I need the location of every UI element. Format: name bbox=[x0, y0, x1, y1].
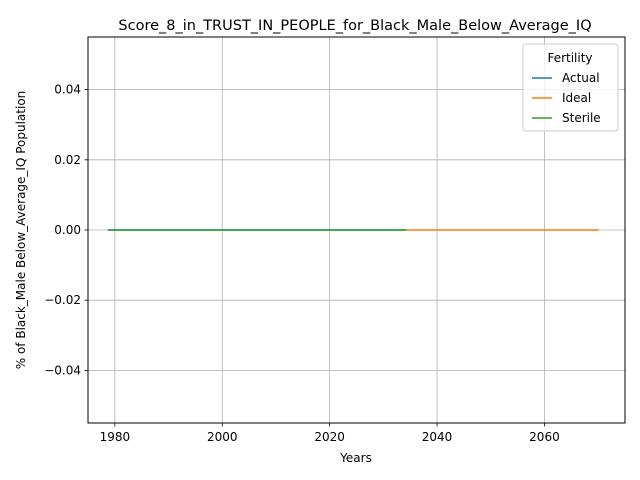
x-axis-ticks: 1980 2000 2020 2040 2060 bbox=[100, 423, 560, 444]
y-tick-label: −0.04 bbox=[44, 363, 81, 377]
y-tick-label: 0.04 bbox=[54, 83, 81, 97]
x-tick-label: 1980 bbox=[100, 430, 131, 444]
legend-label-actual: Actual bbox=[562, 71, 600, 85]
y-tick-label: −0.02 bbox=[44, 293, 81, 307]
x-tick-label: 2040 bbox=[422, 430, 453, 444]
legend-label-ideal: Ideal bbox=[562, 91, 591, 105]
x-tick-label: 2000 bbox=[207, 430, 238, 444]
legend-label-sterile: Sterile bbox=[562, 111, 601, 125]
x-tick-label: 2060 bbox=[529, 430, 560, 444]
chart-title: Score_8_in_TRUST_IN_PEOPLE_for_Black_Mal… bbox=[118, 18, 591, 34]
y-tick-label: 0.02 bbox=[54, 153, 81, 167]
legend-box bbox=[522, 43, 619, 132]
legend: Fertility Actual Ideal Sterile bbox=[522, 43, 619, 132]
legend-title: Fertility bbox=[547, 51, 592, 65]
x-axis-title: Years bbox=[339, 451, 372, 465]
legend-entries: Actual Ideal Sterile bbox=[532, 71, 601, 125]
y-axis-ticks: −0.04 −0.02 0.00 0.02 0.04 bbox=[44, 83, 88, 377]
x-tick-label: 2020 bbox=[314, 430, 345, 444]
y-tick-label: 0.00 bbox=[54, 223, 81, 237]
y-axis-title: % of Black_Male Below_Average_IQ Populat… bbox=[14, 91, 28, 370]
